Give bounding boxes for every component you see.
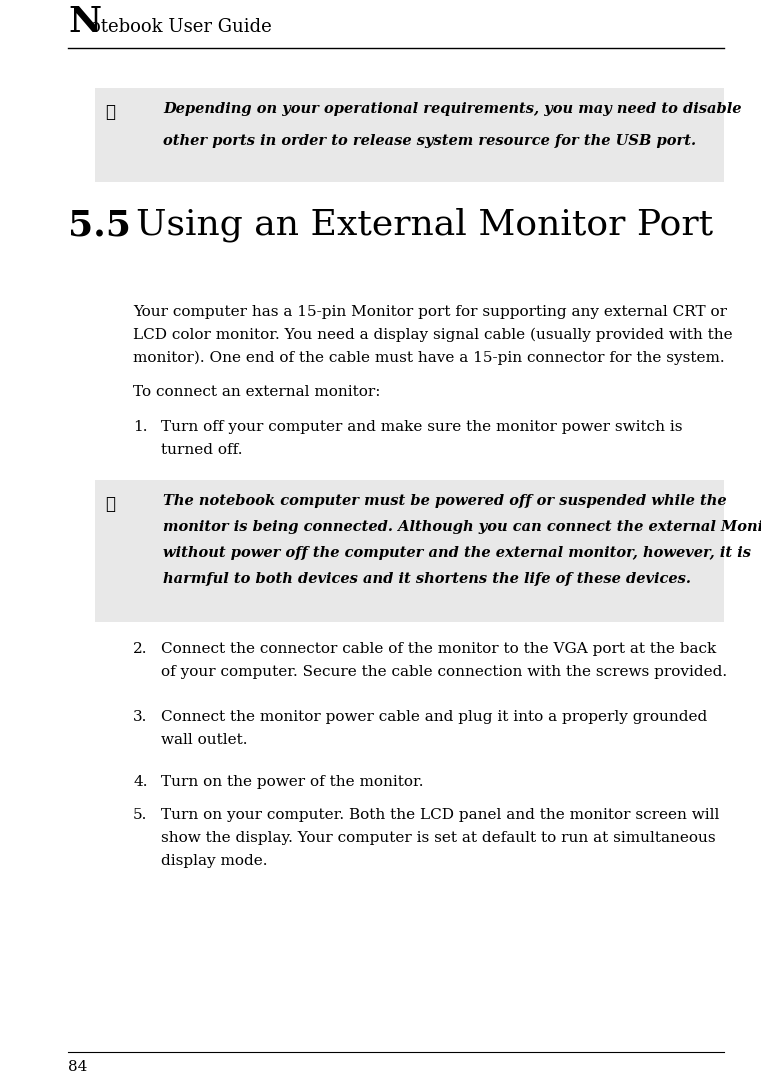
Text: 2.: 2. bbox=[133, 642, 148, 656]
Bar bbox=[95, 480, 724, 622]
Text: monitor). One end of the cable must have a 15-pin connector for the system.: monitor). One end of the cable must have… bbox=[133, 351, 724, 366]
Text: without power off the computer and the external monitor, however, it is: without power off the computer and the e… bbox=[163, 546, 751, 560]
Text: turned off.: turned off. bbox=[161, 443, 243, 457]
Text: 84: 84 bbox=[68, 1060, 88, 1074]
Text: To connect an external monitor:: To connect an external monitor: bbox=[133, 385, 380, 399]
Text: of your computer. Secure the cable connection with the screws provided.: of your computer. Secure the cable conne… bbox=[161, 665, 727, 679]
Text: Using an External Monitor Port: Using an External Monitor Port bbox=[136, 208, 713, 243]
Text: Connect the connector cable of the monitor to the VGA port at the back: Connect the connector cable of the monit… bbox=[161, 642, 716, 656]
Text: Turn on the power of the monitor.: Turn on the power of the monitor. bbox=[161, 775, 424, 789]
Text: otebook User Guide: otebook User Guide bbox=[90, 18, 272, 36]
Text: ☞: ☞ bbox=[105, 496, 115, 513]
Text: wall outlet.: wall outlet. bbox=[161, 733, 247, 747]
Text: 5.5: 5.5 bbox=[68, 208, 131, 242]
Text: Turn on your computer. Both the LCD panel and the monitor screen will: Turn on your computer. Both the LCD pane… bbox=[161, 808, 719, 822]
Text: Turn off your computer and make sure the monitor power switch is: Turn off your computer and make sure the… bbox=[161, 420, 683, 434]
Text: 5.: 5. bbox=[133, 808, 148, 822]
Text: Depending on your operational requirements, you may need to disable: Depending on your operational requiremen… bbox=[163, 103, 741, 117]
Text: 1.: 1. bbox=[133, 420, 148, 434]
Text: monitor is being connected. Although you can connect the external Monitor: monitor is being connected. Although you… bbox=[163, 520, 761, 534]
Text: Your computer has a 15-pin Monitor port for supporting any external CRT or: Your computer has a 15-pin Monitor port … bbox=[133, 305, 727, 319]
Text: show the display. Your computer is set at default to run at simultaneous: show the display. Your computer is set a… bbox=[161, 831, 715, 845]
Text: The notebook computer must be powered off or suspended while the: The notebook computer must be powered of… bbox=[163, 494, 727, 508]
Text: ☞: ☞ bbox=[105, 104, 115, 121]
Text: 4.: 4. bbox=[133, 775, 148, 789]
Bar bbox=[95, 88, 724, 182]
Text: N: N bbox=[68, 5, 101, 39]
Text: LCD color monitor. You need a display signal cable (usually provided with the: LCD color monitor. You need a display si… bbox=[133, 328, 733, 342]
Text: display mode.: display mode. bbox=[161, 853, 268, 868]
Text: other ports in order to release system resource for the USB port.: other ports in order to release system r… bbox=[163, 134, 696, 148]
Text: Connect the monitor power cable and plug it into a properly grounded: Connect the monitor power cable and plug… bbox=[161, 710, 707, 724]
Text: harmful to both devices and it shortens the life of these devices.: harmful to both devices and it shortens … bbox=[163, 572, 691, 586]
Text: 3.: 3. bbox=[133, 710, 148, 724]
